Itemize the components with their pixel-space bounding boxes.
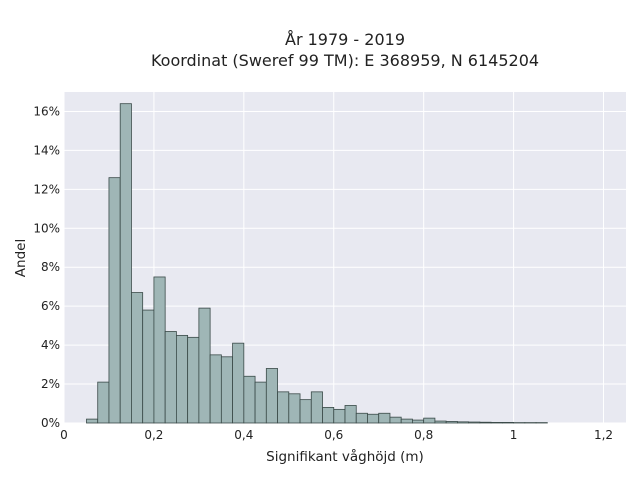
x-tick-label: 1,2 [594,428,613,442]
histogram-bar [198,307,211,424]
histogram-bar [153,276,166,424]
histogram-bar [119,103,132,424]
histogram-bar [187,336,200,424]
histogram-bar [142,309,155,424]
histogram-bar [232,342,245,424]
histogram-bar [277,391,290,424]
histogram-bar [265,368,278,424]
x-tick-label: 0,6 [324,428,343,442]
histogram-bar [367,413,380,424]
x-tick-label: 0,4 [234,428,253,442]
histogram-bar [86,418,99,424]
histogram-bar [108,177,121,424]
chart-title-line-1: År 1979 - 2019 [285,30,405,49]
y-tick-label: 4% [41,338,60,352]
histogram-bar [490,422,503,424]
y-tick-label: 2% [41,377,60,391]
histogram-bar [175,334,189,424]
histogram-bar [164,331,177,424]
y-tick-label: 12% [33,182,60,196]
x-tick-label: 0,8 [414,428,433,442]
y-axis-ticks: 0% 2% 4% 6% 8% 10% 12% 14% 16% [33,104,60,430]
histogram-bar [344,405,357,424]
histogram-bar [378,412,391,424]
histogram-bar [400,418,413,424]
histogram-bar [131,292,144,424]
histogram-bar [423,417,436,424]
y-tick-label: 16% [33,104,60,118]
y-tick-label: 0% [41,416,60,430]
histogram-bar [479,421,492,424]
y-tick-label: 14% [33,143,60,157]
x-axis-ticks: 0 0,2 0,4 0,6 0,8 1 1,2 [60,428,613,442]
histogram-bar [333,408,346,424]
histogram-bar [501,422,514,424]
histogram-bar [468,421,481,424]
histogram-bar [220,356,234,424]
histogram-bar [412,419,425,424]
histogram-bar [209,354,222,424]
x-tick-label: 0,2 [144,428,163,442]
histogram-bar [322,407,335,424]
histogram-bar [310,391,323,424]
histogram-bar [434,420,447,424]
histogram-bar [299,399,312,424]
x-tick-label: 0 [60,428,68,442]
histogram-bar [445,421,458,424]
y-tick-label: 8% [41,260,60,274]
y-tick-label: 6% [41,299,60,313]
histogram-bars [86,103,548,424]
histogram-bar [355,412,368,424]
x-tick-label: 1 [510,428,518,442]
histogram-bar [288,393,301,424]
y-tick-label: 10% [33,221,60,235]
y-axis-label: Andel [13,239,29,277]
histogram-bar [389,416,402,424]
chart-title-line-2: Koordinat (Sweref 99 TM): E 368959, N 61… [151,51,539,70]
x-axis-label: Signifikant våghöjd (m) [266,448,424,465]
histogram-bar [456,421,470,424]
histogram-bar [243,375,256,424]
histogram-bar [254,381,267,424]
histogram-bar [97,381,110,424]
